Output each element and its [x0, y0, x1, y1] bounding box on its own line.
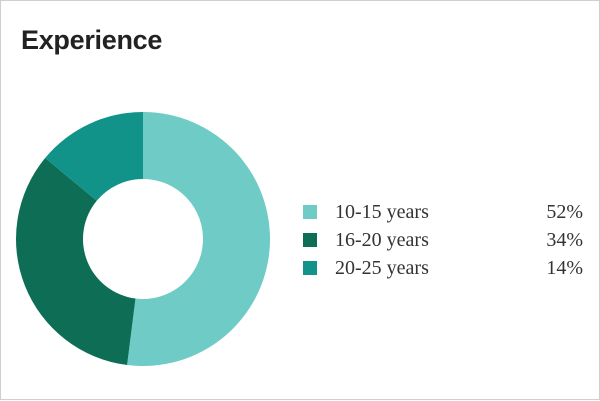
legend-label-2: 16-20 years	[335, 229, 429, 251]
legend-swatch-3	[303, 261, 317, 275]
donut-slice-2	[15, 158, 136, 365]
chart-legend: 10-15 years 52% 16-20 years 34% 20-25 ye…	[303, 199, 593, 283]
legend-swatch-1	[303, 205, 317, 219]
legend-label-3: 20-25 years	[335, 257, 429, 279]
legend-item-3: 20-25 years 14%	[303, 255, 593, 283]
legend-item-1: 10-15 years 52%	[303, 199, 593, 227]
legend-value-3: 14%	[546, 257, 583, 279]
legend-item-2: 16-20 years 34%	[303, 227, 593, 255]
chart-title: Experience	[21, 25, 163, 55]
legend-value-2: 34%	[546, 229, 583, 251]
donut-slice-3	[45, 112, 143, 201]
legend-swatch-2	[303, 233, 317, 247]
donut-slice-1	[127, 112, 271, 367]
legend-label-1: 10-15 years	[335, 201, 429, 223]
legend-value-1: 52%	[546, 201, 583, 223]
